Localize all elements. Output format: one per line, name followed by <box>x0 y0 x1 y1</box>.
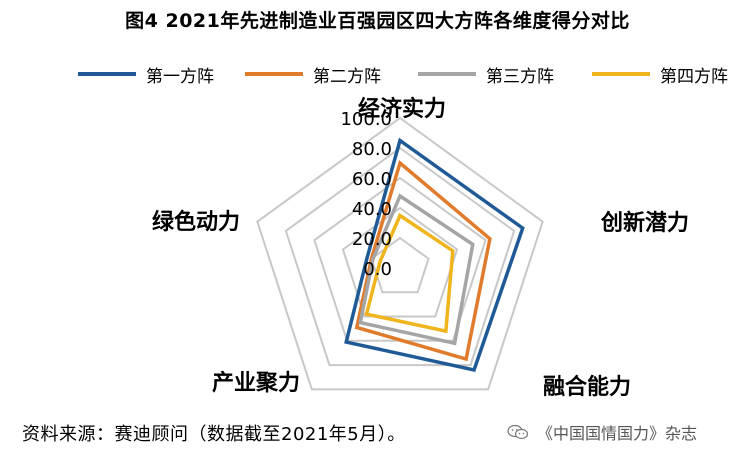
scale-tick-label: 20.0 <box>352 229 392 250</box>
legend-label-series-2: 第二方阵 <box>313 66 381 87</box>
scale-tick-label: 0.0 <box>363 259 392 280</box>
scale-tick-label: 80.0 <box>352 139 392 160</box>
watermark-text: 《中国国情国力》杂志 <box>537 424 698 443</box>
legend-label-series-3: 第三方阵 <box>486 66 554 87</box>
legend-label-series-1: 第一方阵 <box>146 66 214 87</box>
axis-label: 经济实力 <box>358 96 446 122</box>
legend-item-series-1: 第一方阵 <box>78 60 214 88</box>
watermark: 《中国国情国力》杂志 <box>507 420 697 444</box>
wechat-icon <box>507 424 529 440</box>
legend-item-series-3: 第三方阵 <box>418 60 554 88</box>
axis-label: 创新潜力 <box>600 210 689 236</box>
grid-ring-5 <box>256 116 544 391</box>
axis-label: 融合能力 <box>543 374 631 400</box>
legend-swatch-series-3 <box>418 72 476 76</box>
scale-tick-label: 40.0 <box>352 199 392 220</box>
grid-ring-2 <box>341 206 459 318</box>
series-line-4 <box>364 212 455 334</box>
legend-label-series-4: 第四方阵 <box>660 66 728 87</box>
series-line-1 <box>344 137 525 372</box>
chart-title: 图4 2021年先进制造业百强园区四大方阵各维度得分对比 <box>125 10 630 32</box>
legend-swatch-series-2 <box>245 72 303 76</box>
axis-label: 绿色动力 <box>152 209 240 235</box>
axis-label: 产业聚力 <box>212 371 300 396</box>
legend-item-series-4: 第四方阵 <box>592 60 728 88</box>
legend: 第一方阵 第二方阵 第三方阵 第四方阵 <box>0 60 755 88</box>
series-line-3 <box>358 193 475 346</box>
scale-tick-label: 60.0 <box>352 169 392 190</box>
series-line-2 <box>354 159 492 362</box>
legend-swatch-series-4 <box>592 72 650 76</box>
source-note: 资料来源：赛迪顾问（数据截至2021年5月）。 <box>22 424 406 445</box>
legend-swatch-series-1 <box>78 72 136 76</box>
grid-ring-4 <box>284 146 516 367</box>
scale-tick-label: 100.0 <box>340 109 392 130</box>
legend-item-series-2: 第二方阵 <box>245 60 381 88</box>
